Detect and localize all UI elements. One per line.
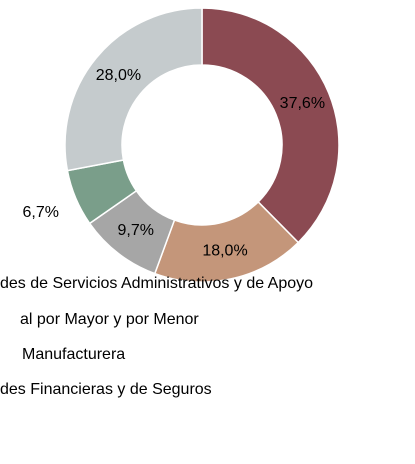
legend-label: al por Mayor y por Menor — [20, 311, 199, 328]
data-label: 6,7% — [23, 204, 59, 221]
slice — [64, 7, 203, 172]
data-label: 18,0% — [202, 242, 247, 259]
legend-label: des Financieras y de Seguros — [0, 381, 212, 398]
data-label: 9,7% — [118, 222, 154, 239]
data-label: 28,0% — [96, 67, 141, 84]
legend-label: Manufacturera — [22, 346, 125, 363]
data-label: 37,6% — [280, 95, 325, 112]
legend-label: des de Servicios Administrativos y de Ap… — [0, 275, 313, 292]
slice — [201, 7, 340, 244]
